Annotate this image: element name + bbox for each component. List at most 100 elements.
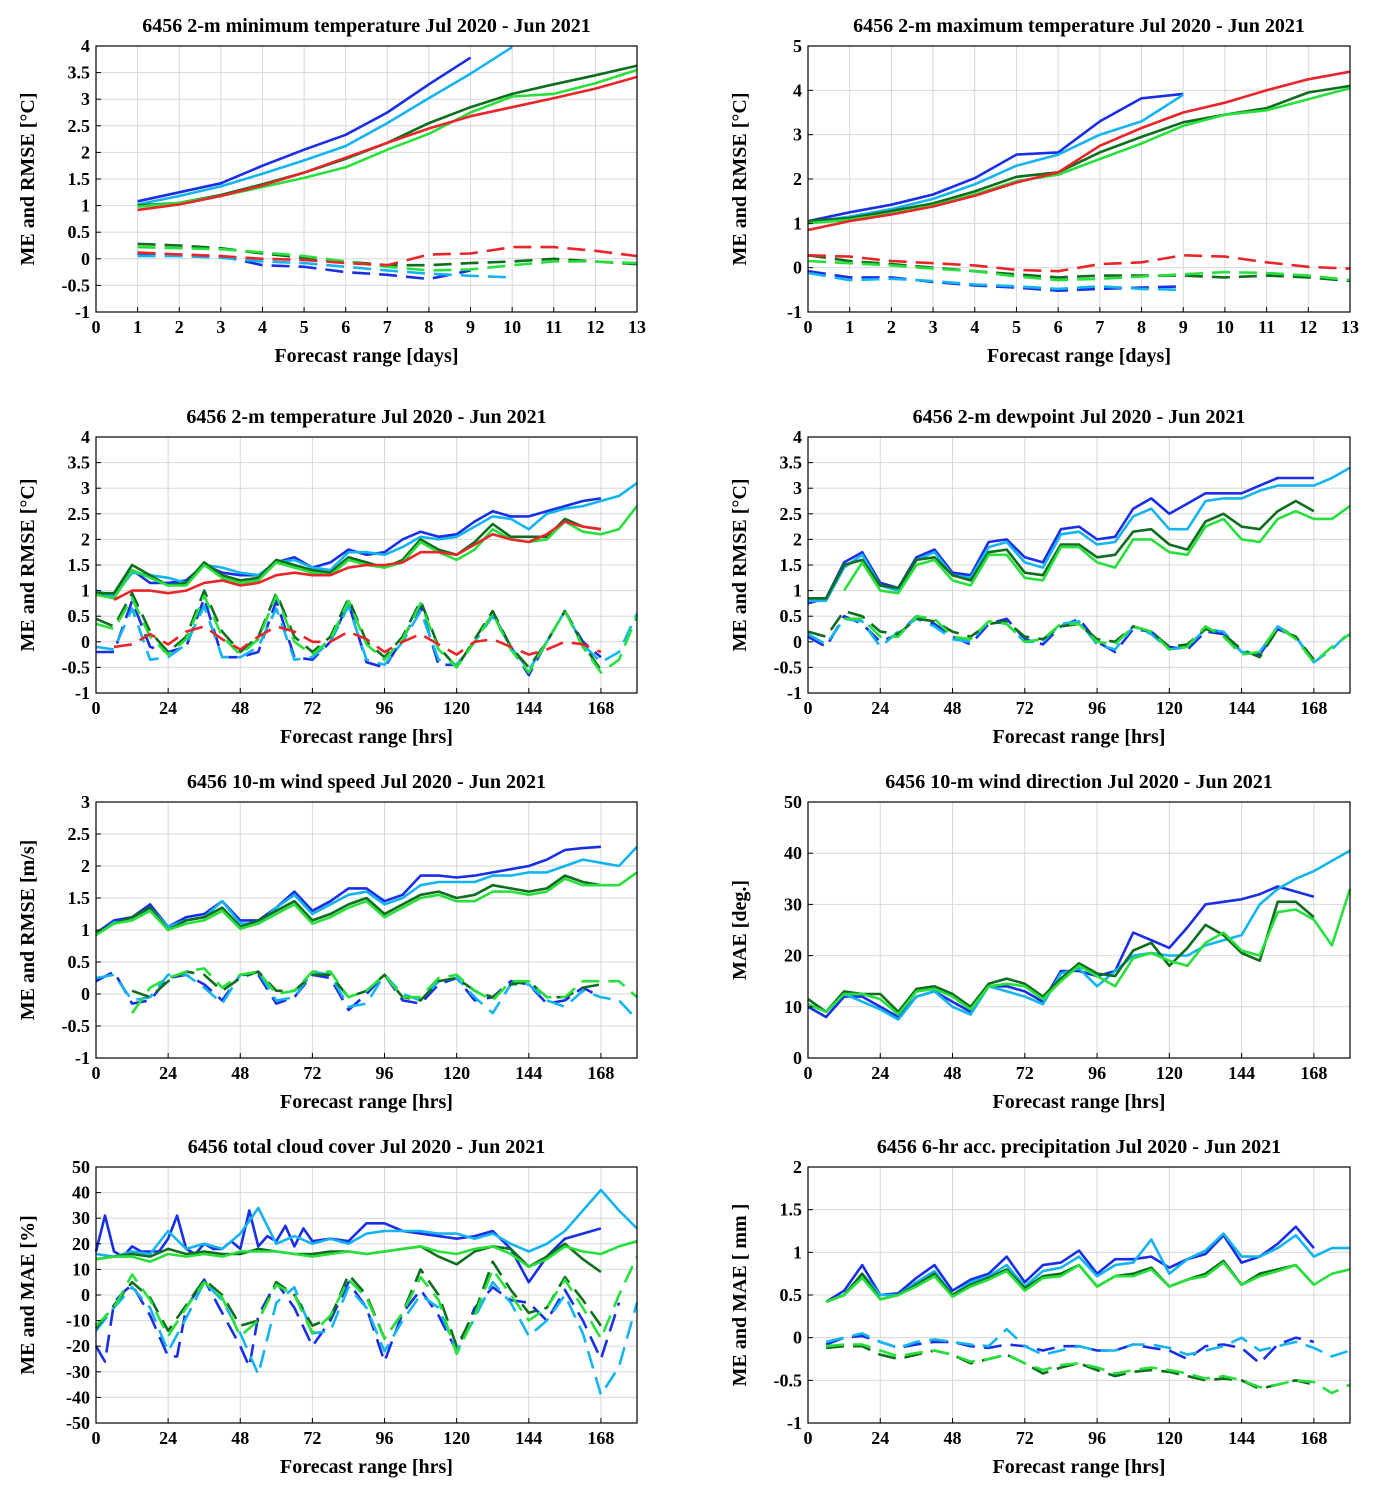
- chart-panel-4: 0 24 48 72 96 120 144 168 -1 -0.5 0 0.5 1 1.5 2 2.5 3 3.5…: [729, 406, 1351, 748]
- y-tick-label: 3: [81, 478, 90, 498]
- y-tick-label: 1: [793, 581, 802, 601]
- x-axis-label: Forecast range [hrs]: [993, 1456, 1166, 1478]
- series-darkgreen-solid: [95, 874, 602, 935]
- x-tick-label: 168: [1300, 1063, 1327, 1083]
- chart-title: 6456 2-m dewpoint Jul 2020 - Jun 2021: [913, 406, 1246, 428]
- x-tick-label: 6: [341, 317, 350, 337]
- x-tick-label: 72: [303, 1428, 321, 1448]
- series-cyan-dashed: [137, 254, 513, 279]
- series-darkgreen-solid: [808, 499, 1315, 600]
- y-tick-label: -0.5: [62, 657, 91, 677]
- x-tick-label: 7: [1095, 317, 1104, 337]
- x-axis-label: Forecast range [hrs]: [993, 726, 1166, 748]
- x-tick-label: 72: [1016, 698, 1034, 718]
- y-tick-label: 0: [81, 249, 90, 269]
- y-tick-label: 3: [81, 792, 90, 812]
- y-tick-label: 20: [784, 946, 802, 966]
- chart-title: 6456 10-m wind speed Jul 2020 - Jun 2021: [187, 771, 546, 793]
- x-tick-label: 144: [515, 1428, 542, 1448]
- y-axis-label: ME and RMSE [°C]: [729, 478, 751, 651]
- series-green-dashed: [95, 594, 639, 674]
- series-green-solid: [807, 888, 1352, 1016]
- x-tick-label: 48: [231, 1063, 249, 1083]
- series-blue-solid: [95, 845, 601, 935]
- y-tick-label: -30: [66, 1362, 90, 1382]
- series-darkgreen-solid: [807, 900, 1315, 1014]
- y-tick-label: 0: [81, 1285, 90, 1305]
- x-axis-label: Forecast range [hrs]: [993, 1091, 1166, 1113]
- series-green-solid: [843, 505, 1351, 595]
- x-tick-label: 24: [871, 1428, 889, 1448]
- y-tick-label: 1.5: [780, 555, 803, 575]
- y-tick-label: 0.5: [68, 222, 91, 242]
- series-green-dashed: [844, 614, 1351, 664]
- x-tick-label: 0: [92, 1428, 101, 1448]
- x-tick-label: 144: [515, 698, 542, 718]
- x-tick-label: 0: [92, 317, 101, 337]
- y-tick-label: 0.5: [780, 606, 803, 626]
- y-tick-label: -1: [787, 1413, 802, 1433]
- x-tick-label: 96: [1088, 698, 1106, 718]
- x-tick-label: 168: [1300, 698, 1327, 718]
- y-tick-label: 1: [81, 581, 90, 601]
- y-tick-label: 3: [793, 125, 802, 145]
- y-tick-label: 0.5: [68, 606, 91, 626]
- x-tick-label: 13: [628, 317, 646, 337]
- x-tick-label: 168: [1300, 1428, 1327, 1448]
- series-red-dashed: [137, 245, 638, 267]
- y-tick-label: -50: [66, 1413, 90, 1433]
- chart-title: 6456 total cloud cover Jul 2020 - Jun 20…: [188, 1136, 545, 1158]
- x-tick-label: 9: [1179, 317, 1188, 337]
- y-tick-label: 4: [81, 36, 90, 56]
- y-tick-label: 3.5: [68, 453, 91, 473]
- y-tick-label: 2.5: [68, 116, 91, 136]
- x-tick-label: 48: [944, 698, 962, 718]
- x-tick-label: 0: [92, 698, 101, 718]
- series-cyan-dashed: [94, 1280, 639, 1397]
- series-cyan-dashed: [95, 970, 638, 1021]
- series-green-dashed: [95, 1256, 639, 1356]
- y-tick-label: 2: [81, 529, 90, 549]
- series-cyan-solid: [95, 1188, 638, 1258]
- y-tick-label: -0.5: [62, 1016, 91, 1036]
- x-tick-label: 120: [1156, 1063, 1183, 1083]
- x-tick-label: 5: [1012, 317, 1021, 337]
- x-tick-label: 13: [1341, 317, 1359, 337]
- series-red-solid: [137, 75, 638, 212]
- y-tick-label: 2: [793, 1157, 802, 1177]
- y-tick-label: 0: [81, 632, 90, 652]
- chart-panel-5: 0 24 48 72 96 120 144 168 -1 -0.5 0 0.5 1 1.5 2 2.5 3 645…: [17, 771, 638, 1113]
- x-tick-label: 144: [515, 1063, 542, 1083]
- x-tick-label: 144: [1228, 1063, 1255, 1083]
- y-tick-label: 3.5: [780, 453, 803, 473]
- chart-panel-1: 0 1 2 3 4 5 6 7 8 9 10 11 12 13-1-0.500.511.522.533.5…: [17, 15, 646, 367]
- x-tick-label: 96: [1088, 1063, 1106, 1083]
- x-tick-label: 0: [804, 1428, 813, 1448]
- y-tick-label: 10: [72, 1259, 90, 1279]
- y-tick-label: -1: [787, 302, 802, 322]
- y-tick-label: -1: [75, 302, 90, 322]
- series-cyan-solid: [807, 93, 1184, 224]
- series-blue-solid: [137, 56, 472, 203]
- x-tick-label: 96: [376, 1428, 394, 1448]
- x-tick-label: 3: [929, 317, 938, 337]
- x-axis-label: Forecast range [hrs]: [280, 726, 453, 748]
- series-green-solid: [95, 1239, 638, 1269]
- x-tick-label: 120: [443, 698, 470, 718]
- x-tick-label: 24: [159, 1063, 177, 1083]
- x-tick-label: 120: [1156, 698, 1183, 718]
- x-tick-label: 24: [871, 1063, 889, 1083]
- y-tick-label: 2.5: [68, 504, 91, 524]
- series-darkgreen-dashed: [94, 1260, 602, 1348]
- y-tick-label: 1: [81, 920, 90, 940]
- x-tick-label: 120: [443, 1428, 470, 1448]
- x-tick-label: 72: [1016, 1063, 1034, 1083]
- y-tick-label: 40: [72, 1183, 90, 1203]
- y-tick-label: 40: [784, 843, 802, 863]
- y-tick-label: 50: [72, 1157, 90, 1177]
- y-axis-label: ME and RMSE [°C]: [17, 92, 39, 265]
- x-axis-label: Forecast range [hrs]: [280, 1091, 453, 1113]
- x-axis-label: Forecast range [hrs]: [280, 1456, 453, 1478]
